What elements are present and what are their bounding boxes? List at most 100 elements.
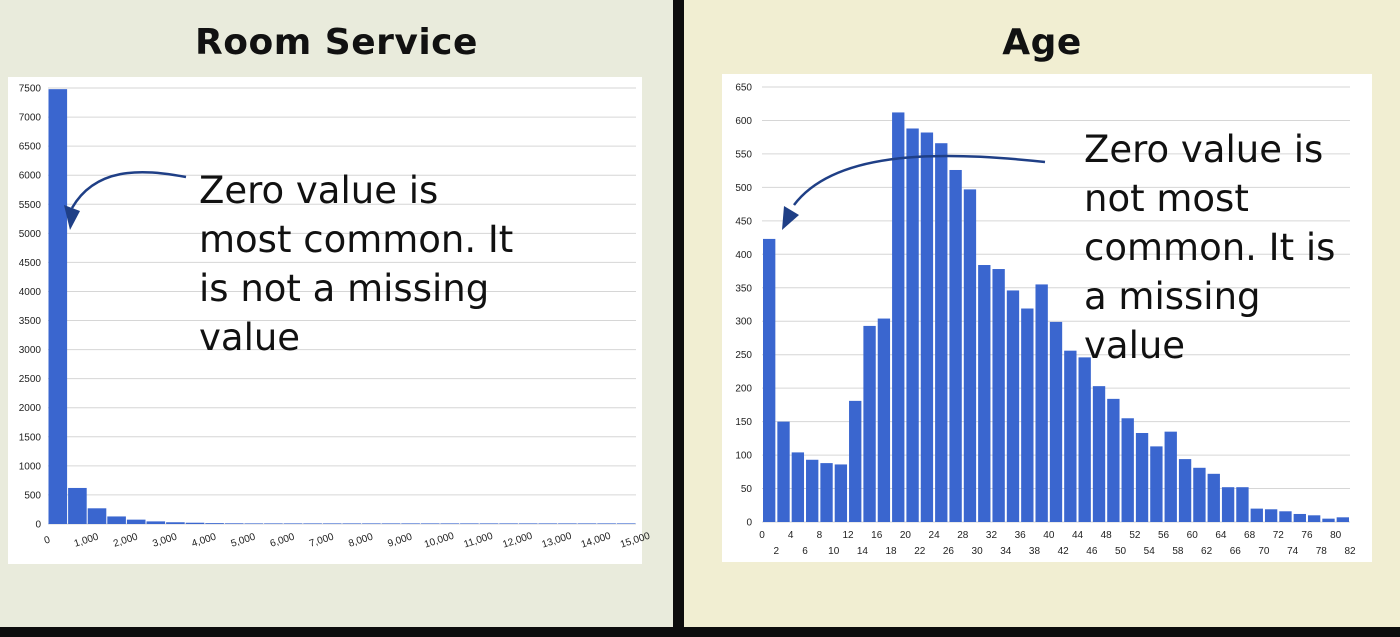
room-service-panel: Room Service 0 500 1000 1500 2000 2500 3000 350…	[0, 0, 673, 627]
histogram-bar	[1264, 509, 1278, 522]
histogram-bar	[806, 459, 819, 522]
histogram-bar	[791, 452, 805, 522]
histogram-bar	[1021, 308, 1034, 522]
x-tick-label: 2,000	[112, 531, 140, 549]
x-tick-label: 18	[886, 546, 898, 557]
y-tick-label: 0	[35, 520, 41, 531]
histogram-bar	[1049, 321, 1063, 522]
histogram-bar	[1178, 459, 1192, 522]
x-tick-label: 10,000	[423, 531, 456, 551]
y-tick-label: 6000	[19, 171, 42, 182]
histogram-bar	[577, 523, 597, 524]
histogram-bar	[224, 523, 244, 524]
histogram-bar	[1092, 386, 1106, 522]
histogram-bar	[48, 89, 68, 525]
histogram-bar	[166, 522, 185, 524]
y-tick-label: 4000	[19, 287, 42, 298]
histogram-bar	[126, 519, 146, 524]
x-tick-label: 70	[1258, 546, 1270, 557]
x-tick-label: 42	[1058, 546, 1070, 557]
histogram-bar	[440, 523, 460, 524]
y-tick-label: 4500	[19, 258, 42, 269]
y-tick-label: 0	[746, 518, 752, 529]
histogram-bar	[401, 523, 420, 524]
x-tick-label: 0	[43, 534, 52, 546]
x-tick-label: 62	[1201, 546, 1213, 557]
x-tick-label: 72	[1273, 530, 1285, 541]
x-tick-label: 8,000	[347, 531, 375, 549]
histogram-bar	[107, 516, 126, 524]
histogram-bar	[1107, 398, 1120, 522]
histogram-bar	[820, 463, 833, 522]
age-annotation: Zero value is not most common. It is a m…	[1084, 128, 1336, 367]
histogram-bar	[892, 112, 905, 522]
x-tick-label: 1,000	[73, 531, 101, 549]
histogram-bar	[185, 522, 205, 524]
x-tick-label: 13,000	[541, 531, 574, 551]
histogram-bar	[1336, 517, 1349, 522]
x-tick-label: 11,000	[463, 531, 495, 551]
x-tick-label: 44	[1072, 530, 1084, 541]
histogram-bar	[834, 464, 848, 522]
x-tick-label: 8	[817, 530, 823, 541]
y-tick-label: 250	[735, 350, 752, 361]
y-tick-label: 550	[735, 149, 752, 160]
histogram-bar	[381, 523, 401, 524]
histogram-bar	[877, 318, 891, 522]
histogram-bar	[763, 238, 776, 522]
x-tick-label: 40	[1043, 530, 1055, 541]
x-tick-label: 48	[1101, 530, 1113, 541]
y-tick-label: 500	[24, 490, 41, 501]
y-tick-label: 300	[735, 317, 752, 328]
y-tick-label: 7000	[19, 113, 42, 124]
histogram-bar	[283, 523, 303, 524]
y-tick-label: 5000	[19, 229, 42, 240]
histogram-bar	[499, 523, 518, 524]
histogram-bar	[920, 132, 934, 522]
y-tick-label: 2000	[19, 403, 42, 414]
y-tick-label: 1000	[19, 461, 42, 472]
x-tick-label: 78	[1316, 546, 1328, 557]
x-tick-label: 14	[857, 546, 869, 557]
x-tick-label: 10	[828, 546, 840, 557]
histogram-bar	[863, 325, 876, 522]
y-tick-label: 7500	[19, 84, 42, 95]
histogram-bar	[616, 523, 636, 524]
x-tick-label: 15,000	[619, 531, 652, 551]
age-panel: Age 0 50 100 150 200 250 300 350 400 450 500 550 600…	[684, 0, 1400, 627]
x-tick-label: 52	[1129, 530, 1141, 541]
histogram-bar	[342, 523, 362, 524]
histogram-bar	[479, 523, 499, 524]
histogram-bar	[1193, 467, 1206, 522]
x-tick-label: 82	[1344, 546, 1356, 557]
y-tick-label: 150	[735, 417, 752, 428]
histogram-bar	[205, 523, 224, 524]
x-tick-label: 7,000	[308, 531, 336, 549]
histogram-bar	[1279, 511, 1292, 522]
y-tick-label: 3000	[19, 345, 42, 356]
histogram-bar	[597, 523, 616, 524]
x-tick-label: 0	[759, 530, 765, 541]
x-tick-label: 64	[1215, 530, 1227, 541]
histogram-bar	[420, 523, 440, 524]
arrowhead-icon	[64, 205, 80, 230]
x-tick-label: 26	[943, 546, 955, 557]
y-tick-label: 1500	[19, 432, 42, 443]
x-tick-label: 24	[929, 530, 941, 541]
x-tick-label: 58	[1172, 546, 1184, 557]
x-tick-label: 46	[1086, 546, 1098, 557]
x-tick-label: 12,000	[501, 531, 534, 551]
x-tick-label: 2	[774, 546, 780, 557]
histogram-bar	[1207, 473, 1220, 522]
histogram-bar	[303, 523, 322, 524]
x-tick-label: 5,000	[230, 531, 258, 549]
histogram-bar	[1221, 487, 1235, 522]
x-tick-label: 20	[900, 530, 912, 541]
histogram-bar	[963, 189, 977, 522]
histogram-bar	[322, 523, 342, 524]
histogram-bar	[849, 400, 862, 522]
x-tick-label: 34	[1000, 546, 1012, 557]
histogram-bar	[949, 169, 962, 522]
x-tick-label: 14,000	[580, 531, 613, 551]
x-tick-label: 74	[1287, 546, 1299, 557]
